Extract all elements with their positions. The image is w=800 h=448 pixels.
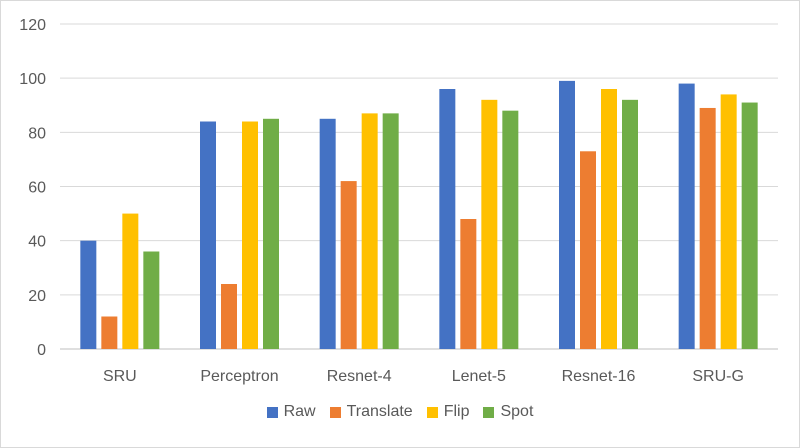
legend-label: Translate [346, 403, 413, 420]
x-tick-label: SRU-G [692, 368, 744, 385]
bar-raw [200, 121, 216, 349]
bar-spot [263, 118, 279, 350]
x-tick-label: Resnet-4 [327, 368, 392, 385]
y-tick-label: 0 [37, 342, 46, 359]
y-tick-label: 40 [28, 234, 46, 251]
y-tick-label: 20 [28, 288, 46, 305]
legend-item: Spot [483, 403, 533, 421]
legend-swatch [483, 406, 495, 418]
bar-translate [460, 219, 477, 349]
bar-flip [122, 213, 139, 349]
y-tick-label: 80 [28, 125, 46, 142]
y-tick-label: 120 [19, 17, 46, 34]
legend-swatch [266, 406, 278, 418]
legend-swatch [329, 406, 341, 418]
bar-raw [80, 240, 97, 349]
chart-legend: Raw Translate Flip Spot [0, 403, 800, 421]
bar-translate [221, 284, 237, 349]
x-tick-label: Perceptron [200, 368, 278, 385]
bar-spot [502, 110, 519, 350]
bar-flip [720, 94, 737, 350]
bar-spot [143, 251, 160, 349]
bar-translate [580, 151, 596, 349]
bar-raw [439, 89, 456, 349]
x-tick-label: SRU [103, 368, 137, 385]
bar-spot [622, 99, 638, 349]
y-tick-label: 60 [28, 180, 46, 197]
legend-item: Translate [329, 403, 413, 421]
bar-flip [361, 113, 378, 349]
bar-raw [678, 83, 695, 349]
x-tick-label: Resnet-16 [562, 368, 636, 385]
legend-label: Flip [443, 403, 470, 420]
bar-raw [319, 118, 336, 350]
legend-item: Raw [266, 403, 316, 421]
y-tick-label: 100 [19, 71, 46, 88]
bar-translate [101, 316, 118, 349]
bar-flip [242, 121, 258, 349]
bar-flip [481, 99, 498, 349]
bar-translate [699, 107, 716, 349]
bar-spot [741, 102, 758, 350]
legend-swatch [426, 406, 438, 418]
legend-label: Raw [283, 403, 316, 420]
legend-item: Flip [426, 403, 470, 421]
x-tick-label: Lenet-5 [452, 368, 506, 385]
bar-raw [559, 80, 575, 349]
bar-flip [601, 89, 617, 349]
bar-spot [382, 113, 399, 349]
bar-translate [340, 181, 357, 349]
legend-label: Spot [500, 403, 534, 420]
